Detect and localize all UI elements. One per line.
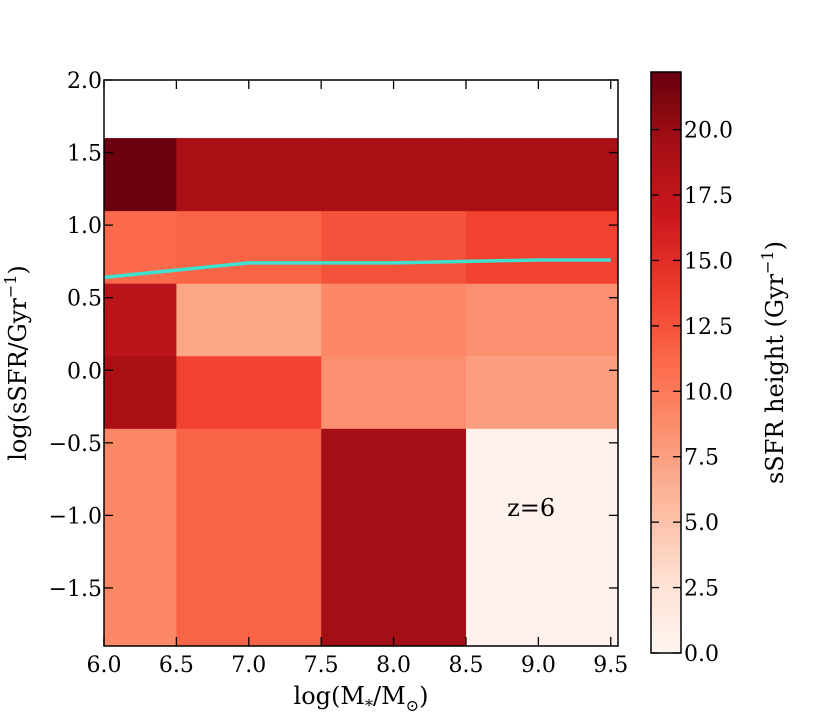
heatmap-cell <box>465 283 619 357</box>
x-tick-label: 9.0 <box>521 653 556 678</box>
x-tick-label: 7.5 <box>304 653 339 678</box>
colorbar <box>650 71 682 654</box>
y-tick-label: 1.0 <box>67 214 102 239</box>
median-ssfr-line <box>103 258 611 280</box>
colorbar-tick-label: 17.5 <box>684 184 733 209</box>
x-axis-label-end: ) <box>419 682 428 710</box>
colorbar-label: sSFR height (Gyr−1) <box>758 241 789 484</box>
y-tick-label: 0.0 <box>67 359 102 384</box>
heatmap-cell <box>321 138 467 212</box>
x-axis-label: log(M*/M⊙) <box>294 682 429 715</box>
colorbar-label-sup: −1 <box>758 250 777 274</box>
y-tick-label: 2.0 <box>67 69 102 94</box>
colorbar-tick-label: 2.5 <box>684 577 719 602</box>
heatmap-cell <box>176 428 322 647</box>
heatmap-cell <box>465 355 619 429</box>
x-axis-label-main: log(M <box>294 682 365 710</box>
y-tick-label: −1.5 <box>49 577 102 602</box>
x-tick-labels: 6.0 6.5 7.0 7.5 8.0 8.5 9.0 9.5 <box>87 653 629 678</box>
y-tick-label: 0.5 <box>67 287 102 312</box>
heatmap-cell <box>321 283 467 357</box>
y-tick-label: −1.0 <box>49 504 102 529</box>
redshift-annotation: z=6 <box>507 494 555 522</box>
heatmap-cell <box>104 428 177 647</box>
y-tick-label: −0.5 <box>49 432 102 457</box>
heatmap-cell <box>176 355 322 429</box>
y-axis-label-main: log(sSFR/Gyr <box>4 298 32 461</box>
heatmap-cell <box>176 138 322 212</box>
heatmap-cells <box>104 138 619 647</box>
colorbar-tick-label: 5.0 <box>684 511 719 536</box>
heatmap-cell <box>321 355 467 429</box>
heatmap-cell <box>176 210 322 284</box>
axis-ticks <box>103 79 618 646</box>
colorbar-tick-labels: 0.0 2.5 5.0 7.5 10.0 12.5 15.0 17.5 20.0 <box>684 119 733 667</box>
x-tick-label: 7.0 <box>231 653 266 678</box>
heatmap-cell <box>104 283 177 357</box>
y-tick-label: 1.5 <box>67 142 102 167</box>
y-axis-label: log(sSFR/Gyr−1) <box>1 265 32 461</box>
colorbar-tick-label: 10.0 <box>684 380 733 405</box>
colorbar-tick-label: 15.0 <box>684 249 733 274</box>
colorbar-ticks <box>651 128 681 654</box>
colorbar-label-end: ) <box>761 241 789 250</box>
colorbar-tick-label: 0.0 <box>684 642 719 667</box>
y-tick-labels: 2.0 1.5 1.0 0.5 0.0 −0.5 −1.0 −1.5 <box>49 69 102 602</box>
y-axis-label-end: ) <box>4 265 32 274</box>
colorbar-label-main: sSFR height (Gyr <box>761 273 789 484</box>
x-tick-label: 9.5 <box>593 653 628 678</box>
x-axis-label-sub1: * <box>365 696 373 715</box>
y-axis-label-sup: −1 <box>1 275 20 299</box>
colorbar-tick-label: 20.0 <box>684 119 733 144</box>
heatmap-cell <box>176 283 322 357</box>
x-tick-label: 8.0 <box>376 653 411 678</box>
heatmap-cell <box>465 138 619 212</box>
colorbar-tick-label: 12.5 <box>684 315 733 340</box>
x-tick-label: 6.0 <box>87 653 122 678</box>
heatmap-cell <box>104 138 177 212</box>
x-tick-label: 8.5 <box>448 653 483 678</box>
heatmap-cell <box>321 210 467 284</box>
x-axis-label-sub2: ⊙ <box>406 696 419 715</box>
heatmap-cell <box>465 428 619 647</box>
x-axis-label-mid: /M <box>373 682 406 710</box>
median-line-layer <box>103 258 611 280</box>
plot-frame <box>103 79 619 647</box>
x-tick-label: 6.5 <box>159 653 194 678</box>
colorbar-tick-label: 7.5 <box>684 446 719 471</box>
heatmap-cell <box>321 428 467 647</box>
heatmap-cell <box>465 210 619 284</box>
heatmap-cell <box>104 355 177 429</box>
